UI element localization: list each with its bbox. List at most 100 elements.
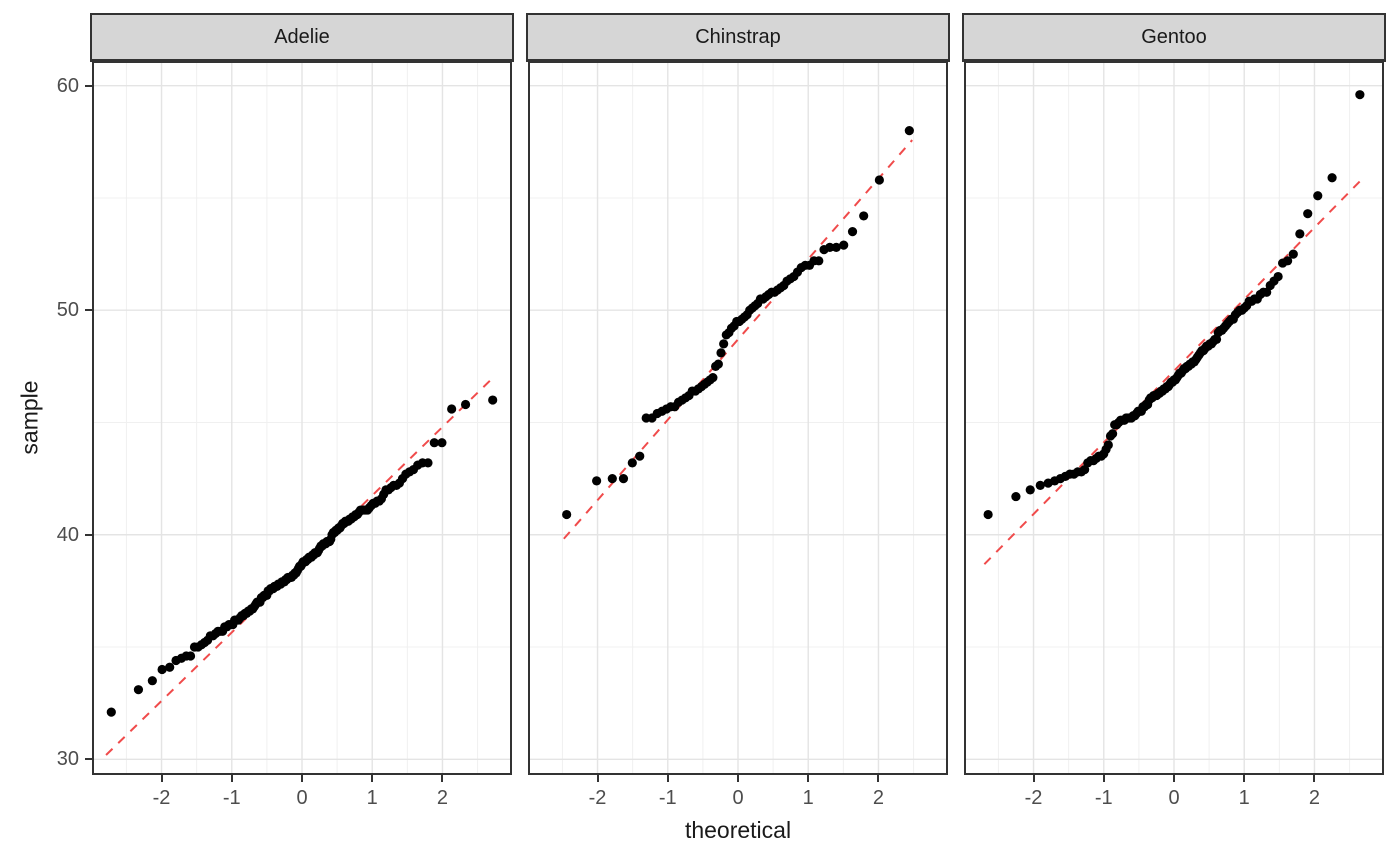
x-tick-mark	[1313, 775, 1316, 782]
panel-border	[964, 61, 1384, 775]
facet-strip-gentoo: Gentoo	[962, 13, 1386, 62]
qq-point	[716, 348, 726, 358]
x-tick-mark	[737, 775, 739, 782]
facet-strip-label: Chinstrap	[695, 26, 781, 48]
facet-strip-adelie: Adelie	[90, 13, 514, 62]
qq-point	[1035, 480, 1045, 490]
x-tick-mark	[1173, 775, 1175, 782]
y-tick-label: 30	[56, 748, 79, 771]
qq-point	[1283, 256, 1293, 266]
facet-strip-chinstrap: Chinstrap	[526, 13, 950, 62]
x-tick-label: -2	[588, 787, 607, 809]
x-tick-label: -2	[1024, 787, 1043, 809]
y-tick-mark	[85, 533, 92, 536]
x-tick-mark	[807, 775, 810, 782]
panel-border	[92, 61, 512, 775]
qq-point	[165, 662, 175, 672]
x-tick-label: 1	[802, 787, 814, 809]
x-tick-label: 0	[296, 787, 308, 809]
qq-point	[437, 438, 447, 448]
plot-panel-gentoo	[964, 61, 1384, 775]
qq-point	[635, 451, 645, 461]
y-tick-mark	[85, 758, 92, 761]
x-tick-mark	[230, 775, 233, 782]
qq-point	[1025, 485, 1035, 495]
qq-reference-line	[563, 139, 913, 540]
y-axis-title: sample	[16, 380, 43, 455]
x-tick-mark	[1102, 775, 1105, 782]
x-tick-mark	[1032, 775, 1035, 782]
qq-point	[562, 509, 572, 520]
qq-point	[1355, 90, 1365, 100]
qq-point	[627, 458, 637, 468]
qq-point	[847, 227, 858, 237]
qq-point	[859, 211, 869, 221]
x-tick-label: 0	[732, 787, 744, 809]
qq-point	[157, 664, 167, 675]
qq-reference-line	[983, 176, 1365, 565]
x-tick-mark	[666, 775, 669, 782]
plot-panel-chinstrap	[528, 61, 948, 775]
x-tick-mark	[301, 775, 303, 782]
qq-point	[708, 372, 718, 383]
x-tick-label: 2	[436, 787, 449, 809]
qq-point	[983, 509, 993, 520]
x-tick-label: 2	[1308, 787, 1321, 809]
qq-point	[618, 474, 629, 484]
qq-point	[429, 438, 439, 448]
panel-border	[528, 61, 948, 775]
qq-point	[607, 474, 617, 484]
y-tick-label: 60	[56, 74, 79, 97]
qq-reference-line	[105, 375, 496, 756]
plot-panel-adelie	[92, 61, 512, 775]
qq-point	[719, 339, 729, 349]
y-tick-label: 50	[56, 299, 79, 322]
qq-point	[147, 676, 157, 686]
qq-point	[713, 359, 723, 369]
qq-point	[106, 707, 116, 717]
qq-point	[488, 395, 498, 405]
qq-point	[1303, 209, 1313, 219]
y-tick-mark	[85, 309, 92, 312]
qq-point	[447, 404, 457, 414]
qq-point	[814, 256, 824, 266]
qq-point	[133, 685, 144, 695]
facet-strip-label: Gentoo	[1141, 26, 1207, 48]
x-tick-label: 2	[872, 787, 885, 809]
x-tick-label: 0	[1168, 787, 1180, 809]
y-tick-label: 40	[56, 523, 79, 546]
x-tick-label: -2	[152, 787, 171, 809]
qq-point	[1108, 429, 1118, 439]
x-tick-label: -1	[1094, 787, 1113, 809]
qq-point	[839, 240, 849, 250]
x-tick-label: 1	[366, 787, 378, 809]
qq-point	[185, 651, 196, 661]
qq-point	[874, 175, 884, 185]
x-tick-mark	[596, 775, 599, 782]
x-tick-mark	[441, 775, 444, 782]
y-tick-mark	[85, 84, 92, 87]
qq-point	[904, 126, 914, 136]
qq-point	[1103, 440, 1113, 450]
qq-point	[460, 399, 471, 410]
qq-point	[831, 242, 841, 252]
qq-point	[1327, 173, 1337, 183]
x-tick-mark	[1243, 775, 1246, 782]
qq-point	[1011, 491, 1021, 502]
x-tick-label: 1	[1238, 787, 1250, 809]
facet-strip-label: Adelie	[274, 26, 330, 48]
qq-point	[1295, 229, 1305, 239]
x-tick-mark	[371, 775, 374, 782]
qq-point	[423, 458, 433, 468]
qq-point	[825, 242, 835, 252]
qq-point	[1288, 249, 1298, 259]
qq-point	[592, 476, 602, 486]
qq-point	[1273, 271, 1283, 282]
qq-point	[1313, 191, 1323, 201]
x-tick-label: -1	[658, 787, 677, 809]
x-axis-title: theoretical	[684, 817, 792, 843]
x-tick-label: -1	[222, 787, 241, 809]
x-tick-mark	[160, 775, 163, 782]
x-tick-mark	[877, 775, 880, 782]
